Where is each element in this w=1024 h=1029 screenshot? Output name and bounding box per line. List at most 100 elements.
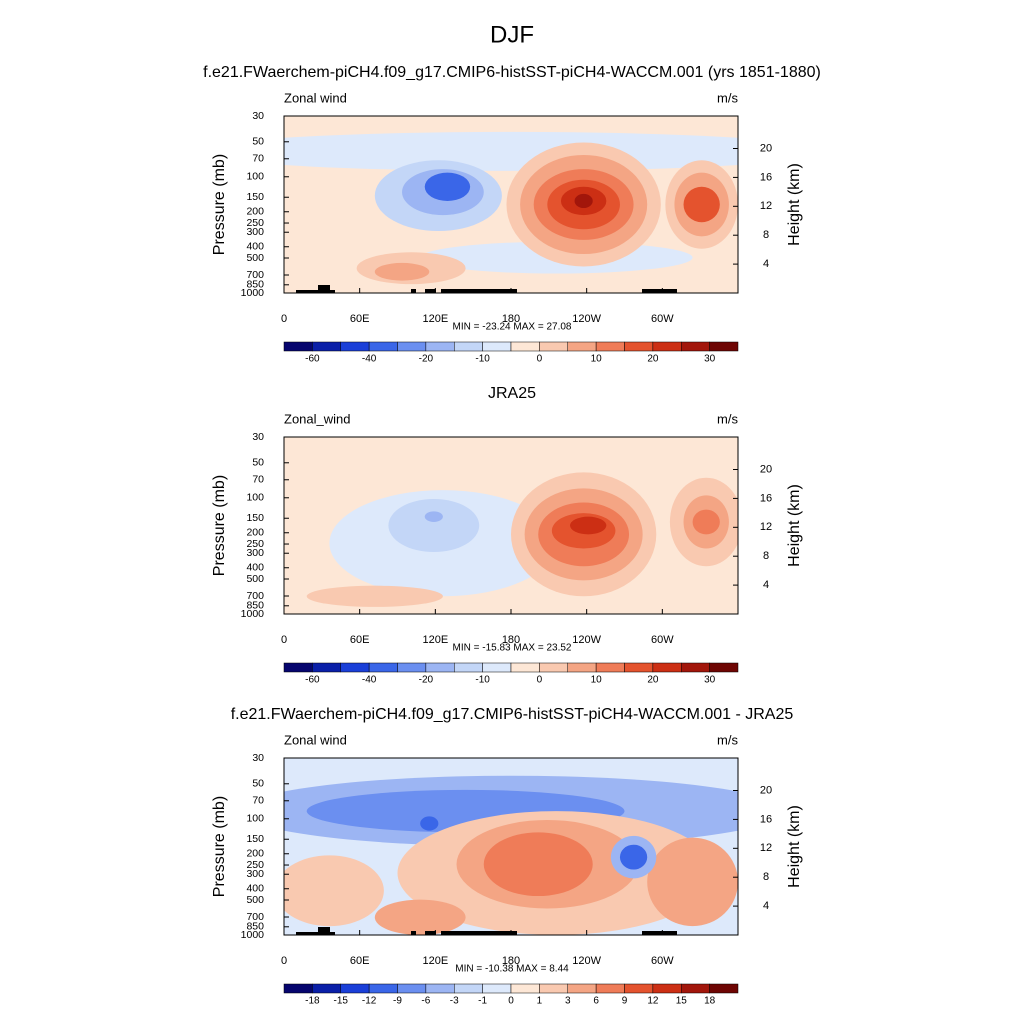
colorbar-box bbox=[624, 983, 654, 994]
y-tick-label: 100 bbox=[246, 492, 264, 504]
colorbar-label: -40 bbox=[362, 354, 377, 365]
x-tick-label: 180 bbox=[502, 634, 520, 646]
y2-tick-label: 16 bbox=[760, 492, 772, 504]
y-tick-label: 150 bbox=[246, 191, 264, 203]
colorbar-label: 12 bbox=[647, 996, 659, 1007]
y-tick-label: 30 bbox=[252, 431, 264, 443]
y-tick-label: 250 bbox=[246, 538, 264, 550]
y-tick-label: 150 bbox=[246, 833, 264, 845]
colorbar-label: -9 bbox=[393, 996, 402, 1007]
y-tick-label: 700 bbox=[246, 911, 264, 923]
y-tick-label: 30 bbox=[252, 110, 264, 122]
y-tick-label: 200 bbox=[246, 848, 264, 860]
colorbar-box bbox=[709, 983, 739, 994]
y-tick-label: 400 bbox=[246, 562, 264, 574]
y2-tick-label: 20 bbox=[760, 142, 772, 154]
colorbar-box bbox=[340, 341, 370, 352]
y-tick-label: 70 bbox=[252, 153, 264, 165]
stats: MIN = -23.24 MAX = 27.08 bbox=[453, 322, 572, 333]
contour-region bbox=[483, 832, 593, 897]
terrain bbox=[441, 931, 517, 935]
terrain bbox=[318, 927, 330, 935]
colorbar-label: 30 bbox=[704, 675, 716, 686]
colorbar-label: -20 bbox=[419, 675, 434, 686]
colorbar-label: 10 bbox=[591, 354, 603, 365]
colorbar-box bbox=[454, 983, 483, 994]
colorbar-label: -60 bbox=[305, 354, 320, 365]
colorbar-box bbox=[709, 341, 739, 352]
colorbar-box bbox=[397, 341, 427, 352]
y2-tick-label: 4 bbox=[763, 900, 769, 912]
y-tick-label: 100 bbox=[246, 171, 264, 183]
y-tick-label: 150 bbox=[246, 512, 264, 524]
contour-layer bbox=[284, 437, 738, 614]
contour-region bbox=[388, 498, 480, 553]
x-tick-label: 60E bbox=[350, 634, 370, 646]
colorbar-box bbox=[539, 341, 568, 352]
y-tick-label: 250 bbox=[246, 217, 264, 229]
colorbar-box bbox=[340, 983, 370, 994]
contour-region bbox=[374, 262, 430, 281]
contour-layer bbox=[284, 758, 738, 935]
y-tick-label: 400 bbox=[246, 883, 264, 895]
colorbar-box bbox=[454, 662, 483, 673]
colorbar-box bbox=[482, 662, 512, 673]
contour-region bbox=[692, 509, 720, 535]
colorbar-box bbox=[340, 662, 370, 673]
x-tick-label: 60W bbox=[651, 313, 674, 325]
colorbar-box bbox=[539, 662, 568, 673]
contour-field bbox=[284, 437, 738, 614]
y-tick-label: 30 bbox=[252, 752, 264, 764]
y-tick-label: 50 bbox=[252, 457, 264, 469]
terrain bbox=[425, 931, 436, 935]
x-tick-label: 60W bbox=[651, 634, 674, 646]
left-label: Zonal wind bbox=[284, 732, 347, 747]
colorbar-box bbox=[312, 662, 341, 673]
terrain bbox=[296, 932, 335, 935]
y-axis-label: Pressure (mb) bbox=[211, 154, 228, 255]
colorbar-box bbox=[567, 662, 597, 673]
stats: MIN = -15.83 MAX = 23.52 bbox=[453, 643, 572, 654]
colorbar-box bbox=[595, 341, 625, 352]
colorbar-box bbox=[595, 662, 625, 673]
y-tick-label: 1000 bbox=[241, 608, 265, 620]
colorbar-box bbox=[312, 983, 341, 994]
x-tick-label: 0 bbox=[281, 955, 287, 967]
x-tick-label: 120W bbox=[572, 634, 601, 646]
x-tick-label: 0 bbox=[281, 313, 287, 325]
y-tick-label: 400 bbox=[246, 241, 264, 253]
x-tick-label: 0 bbox=[281, 634, 287, 646]
y2-axis-label: Height (km) bbox=[786, 163, 803, 246]
y2-tick-label: 8 bbox=[763, 229, 769, 241]
colorbar-box bbox=[510, 983, 540, 994]
contour-region bbox=[619, 844, 648, 870]
colorbar-label: -10 bbox=[475, 354, 490, 365]
contour-region bbox=[683, 186, 720, 223]
y-tick-label: 500 bbox=[246, 573, 264, 585]
colorbar-box bbox=[681, 662, 710, 673]
y-tick-label: 500 bbox=[246, 894, 264, 906]
colorbar-label: -3 bbox=[450, 996, 459, 1007]
right-label: m/s bbox=[717, 732, 738, 747]
y-axis-label: Pressure (mb) bbox=[211, 475, 228, 576]
y2-tick-label: 4 bbox=[763, 579, 769, 591]
y-tick-label: 850 bbox=[246, 921, 264, 933]
colorbar-label: 0 bbox=[508, 996, 514, 1007]
y2-tick-label: 8 bbox=[763, 871, 769, 883]
terrain bbox=[642, 289, 677, 293]
colorbar-label: -60 bbox=[305, 675, 320, 686]
x-tick-label: 60E bbox=[350, 955, 370, 967]
terrain bbox=[411, 289, 416, 293]
x-tick-label: 120W bbox=[572, 313, 601, 325]
contour-region bbox=[570, 516, 607, 535]
y-tick-label: 250 bbox=[246, 859, 264, 871]
panel-title: f.e21.FWaerchem-piCH4.f09_g17.CMIP6-hist… bbox=[203, 64, 821, 81]
y-tick-label: 300 bbox=[246, 226, 264, 238]
terrain bbox=[296, 290, 335, 293]
left-label: Zonal wind bbox=[284, 90, 347, 105]
colorbar-box bbox=[482, 341, 512, 352]
colorbar-box bbox=[709, 662, 739, 673]
stats: MIN = -10.38 MAX = 8.44 bbox=[455, 964, 569, 975]
colorbar-box bbox=[368, 662, 398, 673]
terrain bbox=[642, 931, 677, 935]
